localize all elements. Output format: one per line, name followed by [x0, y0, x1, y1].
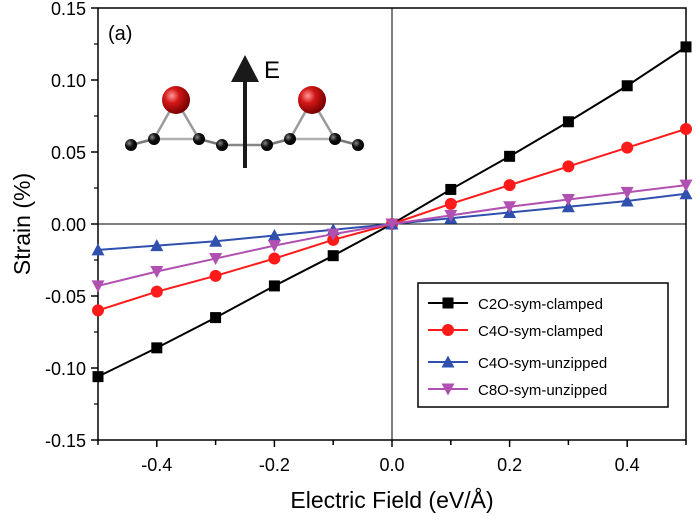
data-point [561, 194, 575, 207]
data-point [620, 194, 634, 207]
data-point [679, 179, 693, 192]
data-point [561, 200, 575, 213]
molecule-inset: E [125, 55, 364, 168]
legend-item: C2O-sym-clamped [428, 296, 603, 313]
data-point [150, 266, 164, 279]
legend-label: C8O-sym-unzipped [478, 382, 607, 399]
y-tick-label: -0.15 [45, 431, 86, 451]
data-point [444, 209, 458, 222]
y-tick-label: 0.05 [51, 143, 86, 163]
data-point [92, 371, 104, 383]
x-tick-label: -0.2 [259, 455, 290, 475]
data-point [268, 252, 281, 265]
x-tick-label: -0.4 [141, 455, 172, 475]
epoxide-molecule [261, 86, 364, 151]
data-point [562, 116, 574, 128]
carbon-atom [284, 133, 296, 145]
y-tick-label: 0.15 [51, 0, 86, 19]
y-tick-label: 0.00 [51, 215, 86, 235]
x-tick-label: 0.4 [615, 455, 640, 475]
y-axis-title: Strain (%) [9, 173, 35, 275]
legend-marker [441, 355, 455, 368]
legend-marker [442, 324, 454, 336]
arrow-up-icon [231, 55, 259, 82]
data-point [267, 240, 281, 253]
legend-label: C4O-sym-unzipped [478, 355, 607, 372]
legend: C2O-sym-clamped C4O-sym-clamped C4O-sym-un… [417, 282, 669, 408]
y-tick-label: 0.10 [51, 71, 86, 91]
data-point [150, 285, 163, 298]
data-point [267, 229, 281, 242]
data-point [209, 269, 222, 282]
data-point [151, 342, 163, 354]
oxygen-atom [298, 86, 326, 114]
legend-label: C4O-sym-clamped [478, 323, 603, 340]
data-point [680, 41, 692, 53]
y-tick-label: -0.05 [45, 287, 86, 307]
x-tick-label: 0.2 [497, 455, 522, 475]
data-point [503, 201, 517, 214]
data-point [209, 234, 223, 247]
carbon-atom [352, 139, 364, 151]
epoxide-molecule [125, 86, 228, 151]
data-point [679, 187, 693, 200]
series-c8o-sym-unzipped [91, 179, 693, 293]
legend-marker [441, 383, 455, 396]
carbon-atom [216, 139, 228, 151]
data-point [504, 150, 516, 162]
data-point [150, 239, 164, 252]
data-point [503, 179, 516, 192]
data-point [327, 250, 339, 262]
legend-item: C4O-sym-unzipped [428, 355, 607, 372]
carbon-atom [329, 133, 341, 145]
data-point [562, 160, 575, 173]
data-point [621, 80, 633, 92]
field-label: E [264, 57, 280, 84]
carbon-atom [125, 139, 137, 151]
panel-label: (a) [108, 23, 132, 45]
data-point [268, 280, 280, 292]
x-tick-label: 0.0 [379, 455, 404, 475]
data-point [209, 253, 223, 266]
x-axis-title: Electric Field (eV/Å) [290, 486, 493, 513]
legend-item: C8O-sym-unzipped [428, 382, 607, 399]
carbon-atom [193, 133, 205, 145]
carbon-atom [148, 133, 160, 145]
data-point [445, 183, 457, 195]
data-point [680, 122, 692, 135]
data-point [92, 304, 104, 317]
data-point [210, 312, 222, 324]
oxygen-atom [162, 86, 190, 114]
data-point [621, 141, 634, 154]
data-point [620, 186, 634, 199]
legend-item: C4O-sym-clamped [428, 323, 603, 340]
series-layer [91, 41, 693, 383]
data-point [91, 243, 105, 256]
data-point [385, 218, 399, 231]
data-point [326, 228, 340, 241]
legend-label: C2O-sym-clamped [478, 296, 603, 313]
carbon-atom [261, 139, 273, 151]
data-point [444, 197, 457, 210]
legend-marker [442, 297, 454, 309]
data-point [91, 280, 105, 293]
y-tick-label: -0.10 [45, 359, 86, 379]
